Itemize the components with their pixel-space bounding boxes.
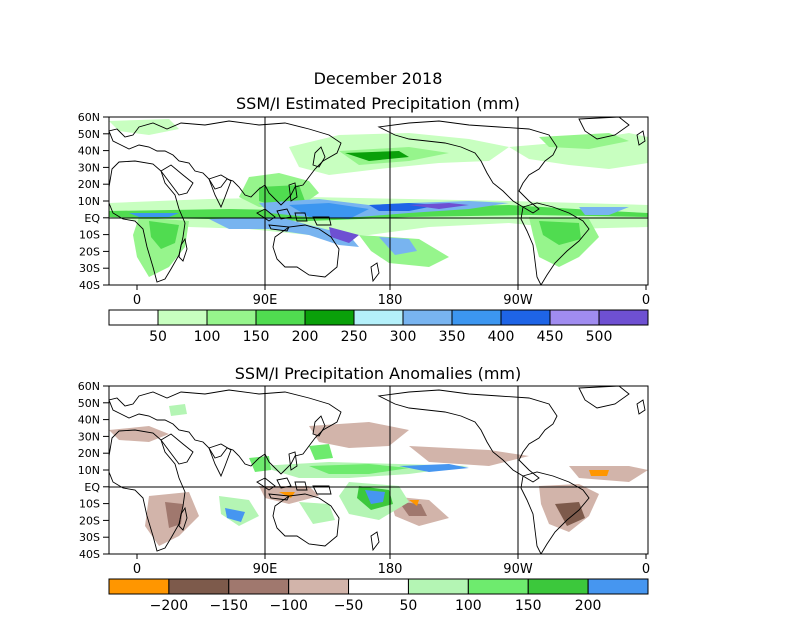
colorbar-label: 150 (515, 598, 542, 614)
colorbar-swatch (500, 309, 551, 326)
lon-tick-label: 0 (642, 562, 650, 577)
bottom-grid (109, 386, 648, 554)
colorbar-swatch (353, 309, 404, 326)
lat-tick-label: 60N (78, 380, 100, 393)
lat-tick-label: 60N (78, 111, 100, 124)
colorbar-swatch (288, 578, 350, 595)
colorbar-label: 300 (390, 329, 417, 345)
lon-tick-label: 90E (253, 293, 278, 308)
bottom-map (108, 385, 649, 555)
lat-tick-label: 40N (78, 145, 100, 158)
lat-tick-label: 20N (78, 447, 100, 460)
lat-tick-label: 10S (79, 498, 100, 511)
colorbar-swatch (467, 578, 529, 595)
colorbar-label: 200 (292, 329, 319, 345)
colorbar-swatch (407, 578, 469, 595)
anomaly-field (109, 404, 648, 546)
colorbar-label: 450 (537, 329, 564, 345)
lat-tick-label: 40S (79, 279, 100, 292)
colorbar-label: 50 (149, 329, 167, 345)
colorbar-swatch (255, 309, 306, 326)
colorbar-swatch (587, 578, 649, 595)
bottom-panel-title: SSM/I Precipitation Anomalies (mm) (235, 364, 521, 383)
lon-tick-label: 90W (503, 293, 533, 308)
colorbar-label: 200 (575, 598, 602, 614)
lon-tick-label: 180 (378, 562, 403, 577)
month-title: December 2018 (314, 69, 443, 88)
colorbar-swatch (348, 578, 409, 595)
colorbar-label: −100 (269, 598, 307, 614)
colorbar-swatch (157, 309, 208, 326)
colorbar-swatch (108, 309, 159, 326)
lon-tick-label: 180 (378, 293, 403, 308)
lat-tick-label: 50N (78, 397, 100, 410)
colorbar-swatch (304, 309, 355, 326)
precip-field (109, 119, 648, 277)
lat-tick-label: EQ (84, 481, 100, 494)
lat-tick-label: 40S (79, 548, 100, 561)
lat-tick-label: 20S (79, 245, 100, 258)
colorbar-label: 100 (455, 598, 482, 614)
lat-tick-label: 10N (78, 195, 100, 208)
lon-tick-label: 0 (133, 562, 141, 577)
bottom-lat-axis: 60N 50N 40N 30N 20N 10N EQ 10S 20S 30S 40S (78, 380, 109, 561)
lat-tick-label: EQ (84, 212, 100, 225)
bottom-colorbar: −200 −150 −100 −50 50 100 150 200 (108, 578, 649, 614)
colorbar-swatch (451, 309, 502, 326)
bottom-lon-axis: 0 90E 180 90W 0 (133, 554, 650, 577)
lat-tick-label: 40N (78, 414, 100, 427)
colorbar-swatch (549, 309, 600, 326)
colorbar-label: 350 (439, 329, 466, 345)
colorbar-swatch (206, 309, 257, 326)
lat-tick-label: 30S (79, 531, 100, 544)
colorbar-swatch (168, 578, 230, 595)
top-lon-axis: 0 90E 180 90W 0 (133, 285, 650, 308)
lat-tick-label: 20N (78, 178, 100, 191)
lat-tick-label: 10N (78, 464, 100, 477)
lat-tick-label: 30N (78, 161, 100, 174)
colorbar-swatch (402, 309, 453, 326)
lon-tick-label: 0 (642, 293, 650, 308)
colorbar-label: 250 (341, 329, 368, 345)
colorbar-label: −200 (150, 598, 188, 614)
colorbar-label: 50 (400, 598, 418, 614)
colorbar-swatch (598, 309, 649, 326)
colorbar-label: 100 (194, 329, 221, 345)
top-colorbar: 50 100 150 200 250 300 350 400 450 500 (108, 309, 649, 345)
lat-tick-label: 30S (79, 262, 100, 275)
colorbar-swatch (228, 578, 290, 595)
colorbar-label: 500 (586, 329, 613, 345)
colorbar-label: −150 (210, 598, 248, 614)
colorbar-label: 400 (488, 329, 515, 345)
lon-tick-label: 0 (133, 293, 141, 308)
lon-tick-label: 90E (253, 562, 278, 577)
lat-tick-label: 30N (78, 430, 100, 443)
top-grid (109, 117, 648, 285)
top-panel-title: SSM/I Estimated Precipitation (mm) (236, 94, 520, 113)
top-map (108, 116, 649, 286)
lat-tick-label: 10S (79, 229, 100, 242)
top-lat-axis: 60N 50N 40N 30N 20N 10N EQ 10S 20S 30S 40S (78, 111, 109, 292)
colorbar-swatch (108, 578, 170, 595)
lat-tick-label: 50N (78, 128, 100, 141)
colorbar-label: 150 (243, 329, 270, 345)
colorbar-label: −50 (334, 598, 364, 614)
lon-tick-label: 90W (503, 562, 533, 577)
colorbar-swatch (527, 578, 589, 595)
lat-tick-label: 20S (79, 514, 100, 527)
